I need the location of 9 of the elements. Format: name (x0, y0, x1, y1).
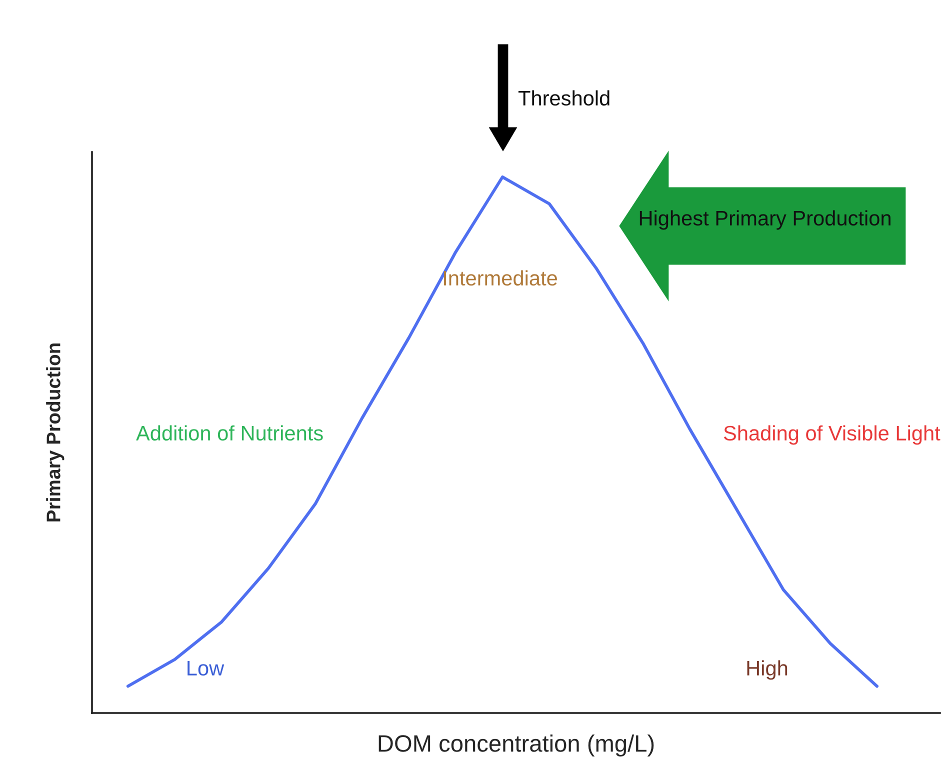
annotation: Intermediate (444, 270, 557, 286)
annotation: High (747, 660, 788, 680)
annotation: Low (188, 661, 224, 676)
x-axis-title: DOM concentration (mg/L) (378, 734, 654, 757)
annotation: Shading of Visible Light (724, 425, 940, 445)
y-axis-title: Primary Production (46, 343, 64, 522)
annotation: Addition of Nutrients (136, 425, 323, 441)
text: Threshold (518, 90, 610, 106)
annotation: Highest Primary Production (640, 210, 890, 230)
